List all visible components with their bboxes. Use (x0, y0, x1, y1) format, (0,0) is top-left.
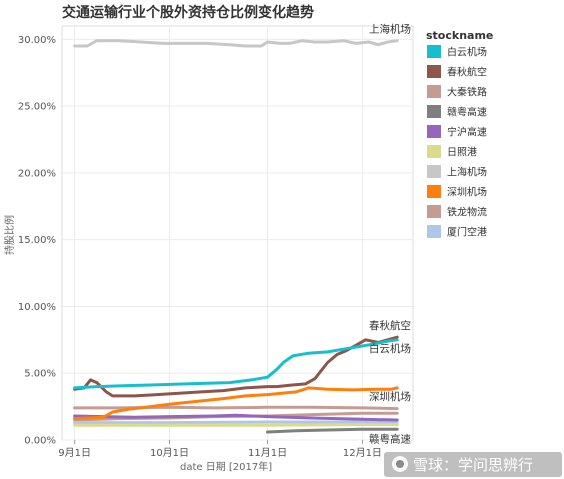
legend-item-label: 铁龙物流 (447, 206, 487, 219)
y-tick-label: 10.00% (18, 302, 56, 313)
series-line (73, 386, 399, 421)
legend-item-label: 大秦铁路 (447, 86, 487, 99)
legend-item-label: 春秋航空 (447, 66, 487, 79)
legend-swatch (427, 65, 441, 78)
series-line (73, 405, 399, 411)
series-lines (73, 39, 399, 434)
series-end-label: 上海机场 (369, 23, 411, 36)
legend-title: stockname (426, 29, 493, 42)
chart-title: 交通运输行业个股外资持仓比例变化趋势 (62, 4, 314, 21)
y-tick-label: 5.00% (24, 369, 56, 380)
legend-swatch (427, 165, 441, 178)
series-end-label: 白云机场 (369, 342, 411, 355)
y-axis-title: 持股比例 (3, 215, 16, 255)
y-tick-label: 25.00% (18, 102, 56, 113)
legend-swatch (427, 105, 441, 118)
legend-item-label: 白云机场 (447, 46, 487, 59)
x-tick-label: 9月1日 (58, 447, 91, 459)
series-end-label: 春秋航空 (369, 319, 411, 332)
series-line (73, 420, 399, 425)
snowball-logo-inner (396, 460, 404, 468)
axes: 0.00% 5.00% 10.00% 15.00% 20.00% 25.00% 30.00%… (18, 35, 382, 459)
legend-swatch (427, 225, 441, 238)
legend-swatch (427, 205, 441, 218)
series-line (266, 427, 399, 434)
legend-item-label: 厦门空港 (447, 226, 487, 239)
watermark-background (384, 452, 562, 477)
y-tick-label: 15.00% (18, 235, 56, 246)
legend-item-label: 赣粤高速 (447, 106, 487, 119)
x-tick-label: 11月1日 (248, 447, 287, 459)
legend: stockname 白云机场春秋航空大秦铁路赣粤高速宁沪高速日照港上海机场深圳机… (426, 29, 493, 239)
legend-item-label: 日照港 (447, 147, 477, 159)
legend-swatch (427, 85, 441, 98)
x-tick-label: 12月1日 (343, 447, 382, 459)
legend-swatch (427, 45, 441, 58)
legend-swatch (427, 125, 441, 138)
y-tick-label: 0.00% (24, 436, 56, 447)
legend-item-label: 深圳机场 (447, 186, 487, 199)
x-tick-label: 10月1日 (150, 447, 189, 459)
series-line (73, 413, 399, 422)
series-line (73, 338, 399, 390)
watermark-text: 雪球：学问思辨行 (413, 456, 533, 474)
legend-item-label: 上海机场 (447, 166, 487, 179)
series-end-label: 深圳机场 (369, 390, 411, 403)
watermark: 雪球：学问思辨行 (384, 452, 562, 477)
plot-area (61, 25, 414, 441)
series-end-label: 赣粤高速 (369, 432, 411, 445)
x-axis-title: date 日期 [2017年] (180, 460, 272, 473)
series-line (73, 39, 399, 48)
y-tick-label: 20.00% (18, 168, 56, 179)
y-tick-label: 30.00% (18, 35, 56, 46)
legend-item-label: 宁沪高速 (447, 126, 487, 139)
legend-swatch (427, 185, 441, 198)
series-line (73, 423, 399, 427)
series-line (73, 335, 399, 398)
legend-swatch (427, 145, 441, 158)
